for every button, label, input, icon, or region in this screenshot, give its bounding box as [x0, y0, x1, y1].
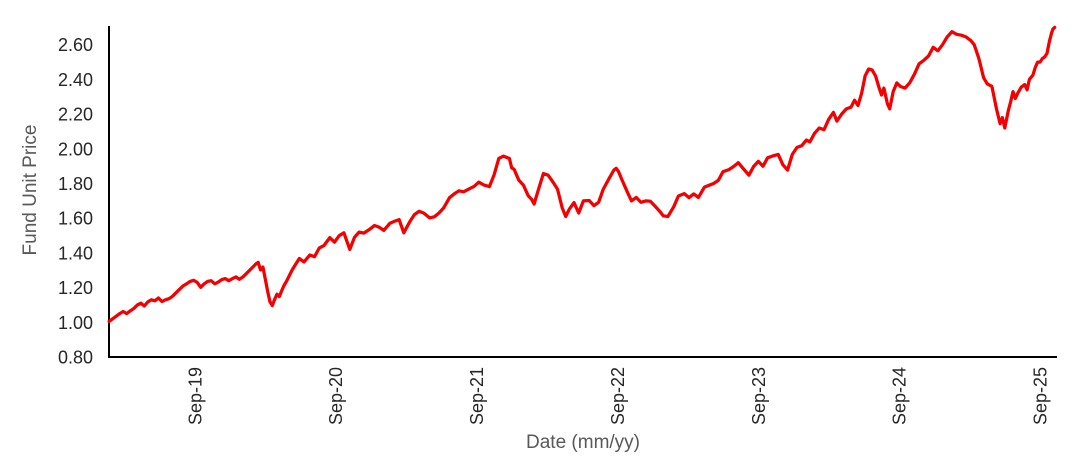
x-axis-title: Date (mm/yy)	[526, 432, 640, 453]
y-tick-label: 2.00	[58, 139, 93, 159]
x-tick-label: Sep-22	[608, 367, 628, 425]
x-tick-label: Sep-19	[185, 367, 205, 425]
y-tick-label: 2.20	[58, 105, 93, 125]
y-tick-label: 1.00	[58, 313, 93, 333]
y-tick-label: 2.40	[58, 70, 93, 90]
fund-unit-price-line	[107, 25, 1057, 324]
y-tick-label: 0.80	[58, 348, 93, 368]
y-tick-label: 1.60	[58, 209, 93, 229]
y-tick-label: 1.80	[58, 174, 93, 194]
x-tick-label: Sep-24	[890, 367, 910, 425]
y-tick-label: 1.40	[58, 243, 93, 263]
x-tick-label: Sep-25	[1030, 367, 1050, 425]
x-tick-label: Sep-20	[326, 367, 346, 425]
x-tick-label: Sep-21	[467, 367, 487, 425]
y-tick-label: 1.20	[58, 278, 93, 298]
y-tick-label: 2.60	[58, 35, 93, 55]
x-tick-label: Sep-23	[749, 367, 769, 425]
y-axis-title: Fund Unit Price	[20, 124, 41, 256]
